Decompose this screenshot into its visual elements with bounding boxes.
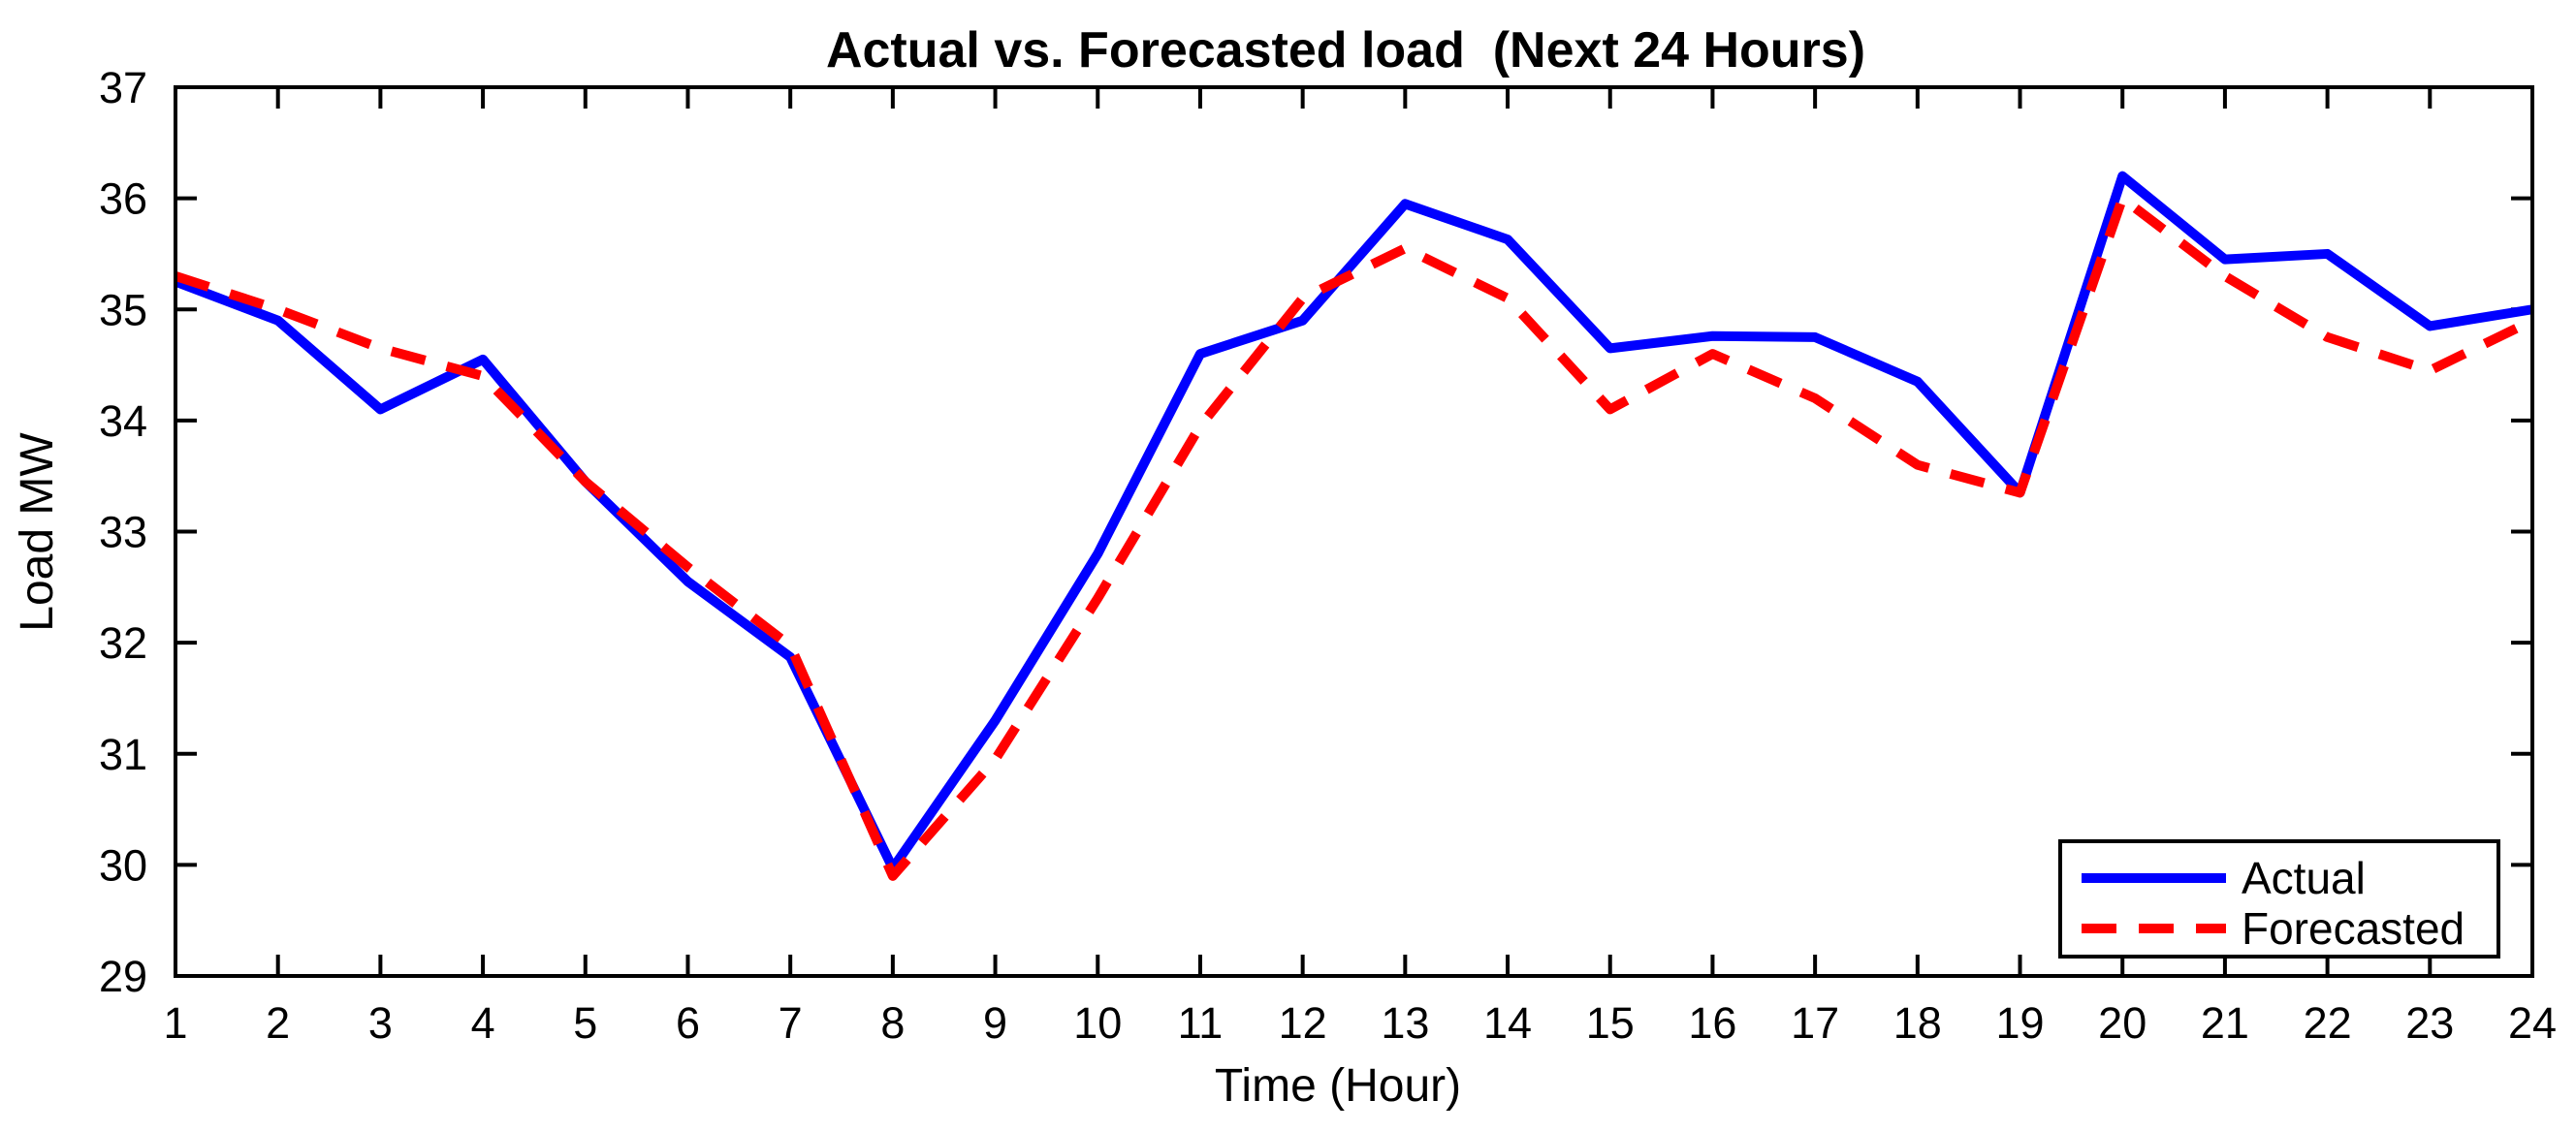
- y-tick-label: 30: [99, 840, 147, 890]
- x-tick-label: 20: [2098, 998, 2147, 1048]
- x-tick-label: 1: [163, 998, 187, 1048]
- data-series: [174, 171, 2535, 881]
- x-tick-label: 13: [1381, 998, 1429, 1048]
- y-tick-label: 37: [99, 63, 147, 112]
- y-tick-label: 35: [99, 285, 147, 334]
- x-tick-label: 22: [2304, 998, 2352, 1048]
- legend: Actual Forecasted: [2058, 839, 2500, 959]
- series-forecasted-line: [174, 193, 2535, 881]
- y-tick-label: 34: [99, 396, 147, 446]
- x-tick-label: 2: [266, 998, 290, 1048]
- x-tick-label: 9: [983, 998, 1007, 1048]
- x-tick-label: 12: [1279, 998, 1327, 1048]
- x-tick-label: 11: [1178, 998, 1224, 1048]
- y-tick-label: 32: [99, 618, 147, 668]
- x-tick-label: 16: [1688, 998, 1736, 1048]
- x-tick-label: 18: [1893, 998, 1942, 1048]
- series-actual-line: [174, 171, 2533, 873]
- x-tick-label: 17: [1791, 998, 1839, 1048]
- x-tick-label: 8: [880, 998, 905, 1048]
- y-tick-label: 33: [99, 508, 147, 557]
- plot-border: [174, 85, 2534, 978]
- x-tick-label: 23: [2405, 998, 2454, 1048]
- x-tick-label: 21: [2201, 998, 2249, 1048]
- x-tick-label: 24: [2508, 998, 2557, 1048]
- axes-ticks: 1 2 3 4 5 6 7 8 9 10 11 12 13 14 15 16 17 18 19 20 21 22 23 242…: [99, 63, 2557, 1048]
- x-tick-label: 5: [573, 998, 597, 1048]
- y-tick-label: 36: [99, 174, 147, 224]
- x-tick-label: 6: [676, 998, 700, 1048]
- x-tick-label: 7: [779, 998, 803, 1048]
- legend-actual-label: Actual: [2242, 853, 2366, 903]
- legend-box: [2058, 839, 2500, 959]
- chart-title: Actual vs. Forecasted load (Next 24 Hour…: [826, 22, 1865, 79]
- y-axis-label: Load MW: [12, 432, 63, 632]
- y-tick-label: 31: [99, 730, 147, 779]
- x-axis-label: Time (Hour): [1215, 1060, 1461, 1112]
- x-tick-label: 14: [1483, 998, 1532, 1048]
- legend-forecasted-label: Forecasted: [2242, 903, 2465, 954]
- x-tick-label: 3: [368, 998, 393, 1048]
- x-tick-label: 10: [1073, 998, 1122, 1048]
- x-tick-label: 19: [1995, 998, 2044, 1048]
- y-tick-label: 29: [99, 952, 147, 1001]
- x-tick-label: 4: [471, 998, 495, 1048]
- x-tick-label: 15: [1586, 998, 1635, 1048]
